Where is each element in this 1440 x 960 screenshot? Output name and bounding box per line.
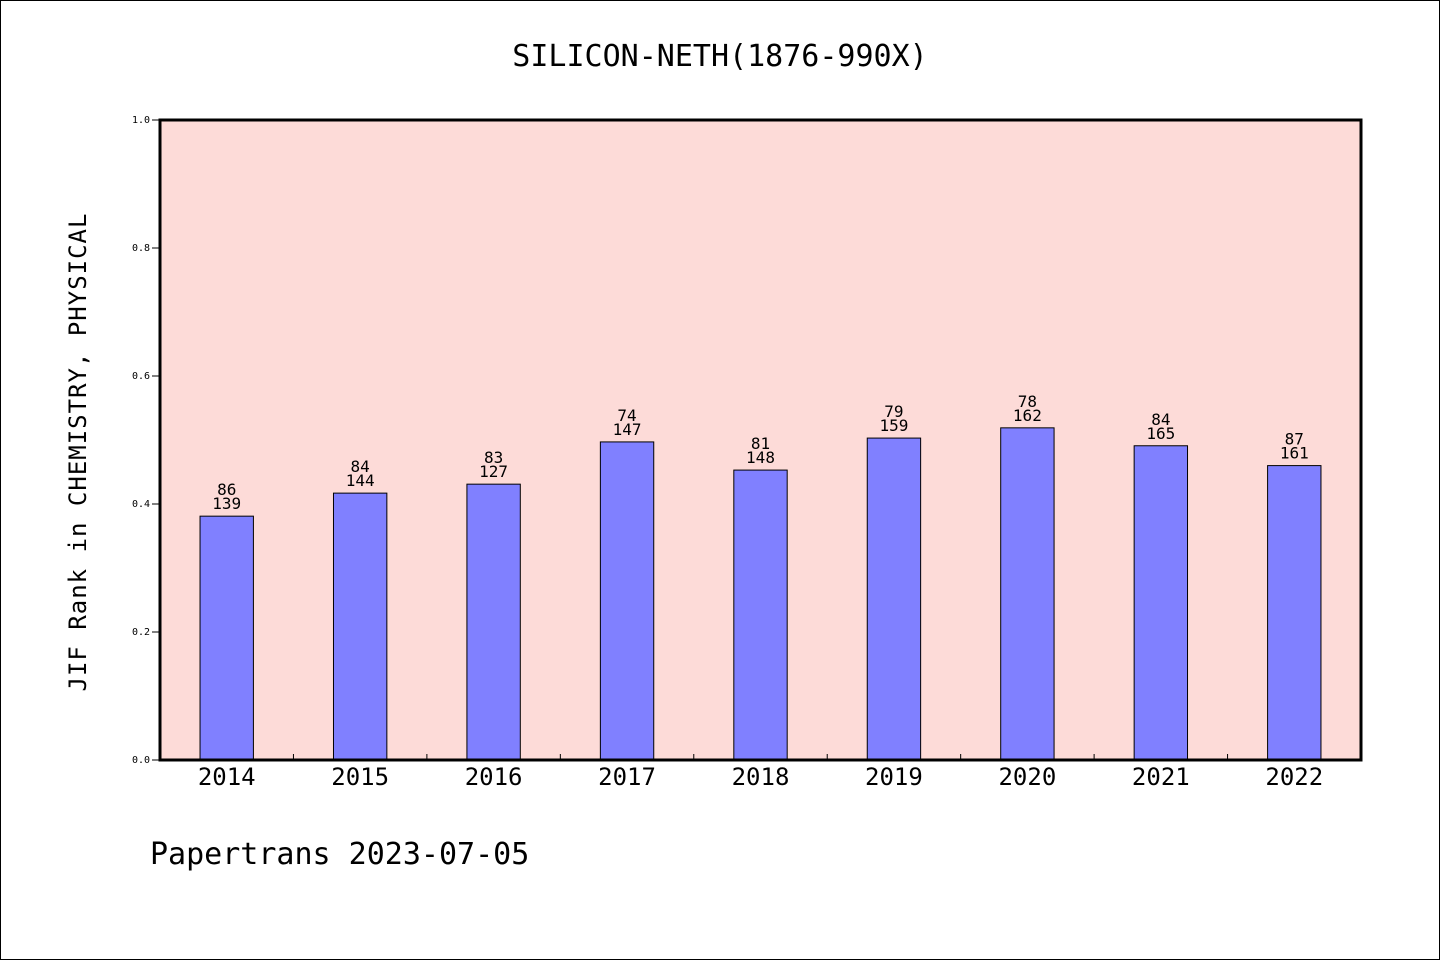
y-axis-label: JIF Rank in CHEMISTRY, PHYSICAL bbox=[64, 213, 92, 692]
x-tick-label: 2022 bbox=[1265, 763, 1323, 791]
y-axis: 0.0 0.2 0.4 0.6 0.8 1.0 bbox=[132, 115, 160, 766]
y-tick-label: 0.0 bbox=[132, 755, 150, 766]
bar-rank-label: 84 bbox=[1151, 410, 1170, 429]
bar bbox=[599, 441, 655, 761]
bar bbox=[199, 515, 254, 761]
bar-rank-label: 81 bbox=[751, 434, 770, 453]
y-tick-label: 0.6 bbox=[132, 371, 150, 382]
bar-total-label: 127 bbox=[479, 462, 508, 481]
bar-rank-label: 86 bbox=[217, 480, 236, 499]
bar-rank-label: 83 bbox=[484, 448, 503, 467]
bar bbox=[1267, 465, 1322, 761]
footer-credit: Papertrans 2023-07-05 bbox=[150, 837, 529, 872]
x-tick-label: 2019 bbox=[865, 763, 923, 791]
y-tick-label: 0.2 bbox=[132, 627, 150, 638]
bar-total-label: 159 bbox=[879, 416, 908, 435]
bar-total-label: 144 bbox=[346, 471, 375, 490]
bar-total-label: 139 bbox=[212, 494, 241, 513]
bar-rank-label: 87 bbox=[1285, 430, 1304, 449]
bar-total-label: 162 bbox=[1013, 406, 1042, 425]
bar bbox=[866, 437, 922, 761]
y-tick-label: 1.0 bbox=[132, 115, 150, 126]
bar bbox=[1133, 445, 1189, 761]
x-tick-label: 2021 bbox=[1132, 763, 1190, 791]
y-tick-label: 0.8 bbox=[132, 243, 150, 254]
x-tick-label: 2017 bbox=[598, 763, 656, 791]
bar bbox=[733, 469, 788, 761]
chart-title: SILICON-NETH(1876-990X) bbox=[512, 39, 927, 74]
plot-border bbox=[158, 118, 1363, 762]
bar-total-label: 161 bbox=[1280, 444, 1309, 463]
x-axis: 2014 2015 2016 2017 2018 2019 2020 2021 2022 bbox=[198, 754, 1323, 791]
bar-total-label: 165 bbox=[1146, 424, 1175, 443]
bar-rank-label: 74 bbox=[617, 406, 636, 425]
bar bbox=[466, 483, 521, 761]
bar-rank-label: 84 bbox=[351, 457, 370, 476]
x-tick-label: 2018 bbox=[732, 763, 790, 791]
bar-total-label: 148 bbox=[746, 448, 775, 467]
bar bbox=[332, 492, 388, 761]
bar-rank-label: 79 bbox=[884, 402, 903, 421]
x-tick-label: 2016 bbox=[465, 763, 523, 791]
x-tick-label: 2020 bbox=[998, 763, 1056, 791]
y-tick-label: 0.4 bbox=[132, 499, 150, 510]
bar-total-label: 147 bbox=[613, 420, 642, 439]
bar bbox=[1000, 427, 1055, 761]
bar-rank-label: 78 bbox=[1018, 392, 1037, 411]
x-tick-label: 2014 bbox=[198, 763, 256, 791]
x-tick-label: 2015 bbox=[331, 763, 389, 791]
